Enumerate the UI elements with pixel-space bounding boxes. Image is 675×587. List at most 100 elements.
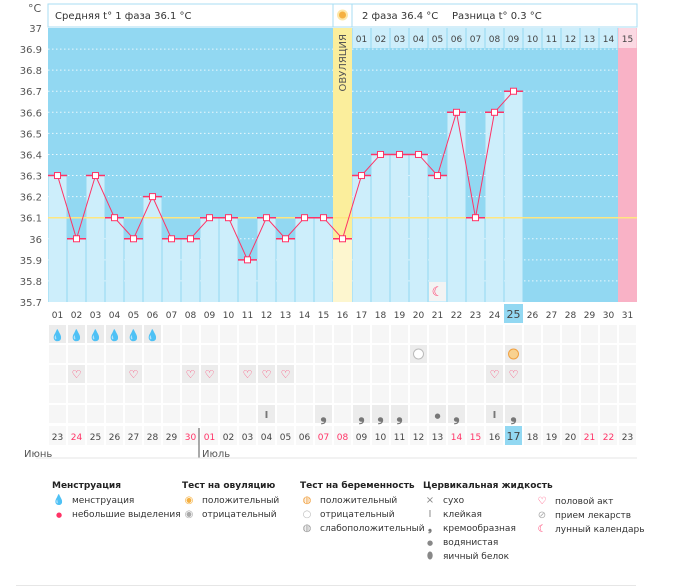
cervical-fluid-cell bbox=[315, 405, 332, 423]
icon-cell bbox=[296, 385, 313, 403]
legend-label: сухо bbox=[443, 496, 465, 506]
icon-cell bbox=[68, 405, 85, 423]
icon-cell bbox=[524, 365, 541, 383]
icon-cell bbox=[619, 345, 636, 363]
calendar-date: 30 bbox=[185, 433, 197, 443]
icon-cell bbox=[296, 325, 313, 343]
cycle-day-label: 11 bbox=[242, 311, 253, 321]
icon-cell bbox=[163, 405, 180, 423]
icon-cell bbox=[353, 325, 370, 343]
legend-pregnancy-test: Тест на беременность ◍ положительный ○ отр… bbox=[300, 481, 425, 536]
icon-cell bbox=[505, 385, 522, 403]
icon-cell bbox=[600, 345, 617, 363]
calendar-date-cell bbox=[315, 426, 332, 445]
icon-cell bbox=[581, 385, 598, 403]
intercourse-cell bbox=[201, 365, 218, 383]
weak-positive-pregnancy-icon: ◍ bbox=[302, 523, 312, 534]
icon-cell bbox=[486, 325, 503, 343]
icon-cell bbox=[277, 325, 294, 343]
calendar-date: 26 bbox=[109, 433, 121, 443]
y-tick-label: 36.3 bbox=[20, 172, 42, 183]
temperature-point bbox=[377, 150, 384, 158]
icon-cell bbox=[543, 385, 560, 403]
calendar-date-cell bbox=[524, 426, 541, 445]
calendar-date-cell bbox=[410, 426, 427, 445]
icon-cell bbox=[163, 325, 180, 343]
post-ovulation-day-cell bbox=[618, 28, 637, 48]
temperature-bar bbox=[238, 259, 257, 302]
post-ovulation-day: 04 bbox=[413, 35, 425, 45]
calendar-date-cell bbox=[448, 426, 465, 445]
intercourse-cell bbox=[182, 365, 199, 383]
icon-cell bbox=[182, 325, 199, 343]
cervical-fluid-cell bbox=[258, 405, 275, 423]
icon-cell bbox=[87, 385, 104, 403]
icon-cell bbox=[543, 365, 560, 383]
temperature-bar bbox=[181, 238, 200, 302]
post-ovulation-day: 15 bbox=[622, 35, 633, 45]
icon-cell bbox=[201, 345, 218, 363]
icon-cell bbox=[144, 365, 161, 383]
temperature-bar bbox=[124, 238, 143, 302]
moon-cell bbox=[429, 282, 446, 301]
menstruation-cell bbox=[125, 325, 142, 343]
intercourse-cell bbox=[277, 365, 294, 383]
icon-cell bbox=[315, 385, 332, 403]
calendar-date: 03 bbox=[242, 433, 253, 443]
creamy-icon: ❟ bbox=[320, 406, 326, 426]
calendar-date: 13 bbox=[432, 433, 443, 443]
heart-icon: ♡ bbox=[509, 368, 519, 381]
temperature-point bbox=[358, 172, 365, 180]
calendar-date: 25 bbox=[90, 433, 101, 443]
icon-cell bbox=[106, 385, 123, 403]
calendar-date-cell bbox=[619, 426, 636, 445]
y-axis-unit: °C bbox=[28, 2, 42, 15]
icon-cell bbox=[543, 405, 560, 423]
legend-label: клейкая bbox=[443, 510, 482, 520]
temperature-difference: Разница t° 0.3 °C bbox=[452, 11, 542, 22]
temperature-point bbox=[54, 172, 61, 180]
icon-cell bbox=[429, 385, 446, 403]
icon-cell bbox=[581, 405, 598, 423]
temperature-bar bbox=[466, 217, 485, 302]
icon-cell bbox=[258, 345, 275, 363]
moon-icon: ☾ bbox=[432, 285, 444, 300]
sticky-icon: I bbox=[265, 410, 269, 421]
cervical-fluid-cell bbox=[353, 405, 370, 423]
calendar-date-cell bbox=[201, 426, 218, 445]
calendar-date: 04 bbox=[261, 433, 273, 443]
temperature-point bbox=[301, 214, 308, 222]
icon-cell bbox=[277, 385, 294, 403]
calendar-date: 01 bbox=[204, 433, 215, 443]
icon-cell bbox=[410, 365, 427, 383]
cycle-day-label: 19 bbox=[394, 311, 406, 321]
icon-cell bbox=[220, 405, 237, 423]
calendar-date-cell bbox=[49, 426, 66, 445]
icon-cell bbox=[581, 325, 598, 343]
creamy-icon: ❟ bbox=[358, 406, 364, 426]
expected-period-column bbox=[618, 28, 637, 302]
icon-cell bbox=[467, 365, 484, 383]
legend-label: небольшие выделения bbox=[72, 510, 181, 520]
legend-label: положительный bbox=[202, 496, 280, 506]
cycle-day-label: 08 bbox=[185, 311, 197, 321]
icon-cell bbox=[201, 385, 218, 403]
calendar-date-cell bbox=[600, 426, 617, 445]
calendar-date-cell bbox=[467, 426, 484, 445]
calendar-date: 15 bbox=[470, 433, 481, 443]
icon-cell bbox=[182, 345, 199, 363]
temperature-point bbox=[149, 193, 156, 201]
icon-cell bbox=[448, 365, 465, 383]
temperature-point bbox=[263, 214, 270, 222]
temperature-point bbox=[187, 235, 194, 243]
icon-cell bbox=[524, 325, 541, 343]
post-ovulation-day: 11 bbox=[546, 35, 557, 45]
temperature-point bbox=[92, 172, 99, 180]
icon-cell bbox=[448, 385, 465, 403]
icon-cell bbox=[600, 325, 617, 343]
icon-cell bbox=[467, 385, 484, 403]
calendar-date: 07 bbox=[318, 433, 329, 443]
calendar-date: 24 bbox=[71, 433, 83, 443]
calendar-date: 12 bbox=[413, 433, 424, 443]
